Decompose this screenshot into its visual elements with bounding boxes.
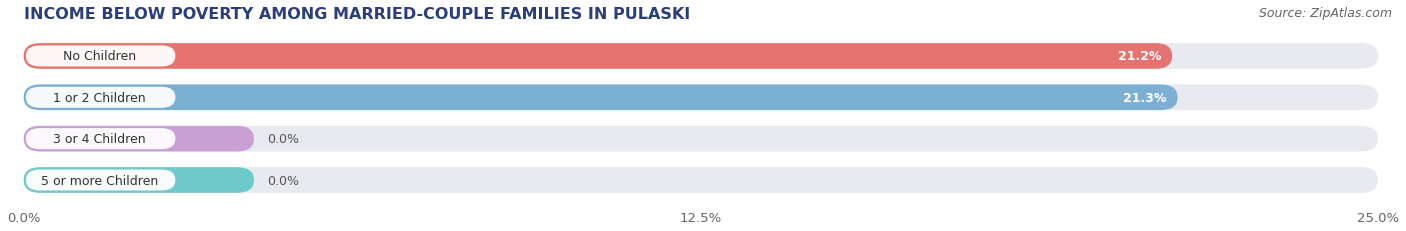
Text: 0.0%: 0.0% — [267, 133, 299, 146]
Text: 21.2%: 21.2% — [1118, 50, 1161, 63]
FancyBboxPatch shape — [24, 85, 1378, 111]
Text: No Children: No Children — [63, 50, 136, 63]
FancyBboxPatch shape — [24, 126, 1378, 152]
FancyBboxPatch shape — [25, 170, 176, 191]
Text: 3 or 4 Children: 3 or 4 Children — [53, 133, 146, 146]
FancyBboxPatch shape — [25, 129, 176, 149]
FancyBboxPatch shape — [24, 167, 1378, 193]
Text: 1 or 2 Children: 1 or 2 Children — [53, 91, 146, 104]
FancyBboxPatch shape — [24, 44, 1378, 70]
Text: 0.0%: 0.0% — [267, 174, 299, 187]
Text: 21.3%: 21.3% — [1123, 91, 1167, 104]
FancyBboxPatch shape — [25, 87, 176, 108]
FancyBboxPatch shape — [24, 167, 254, 193]
Text: INCOME BELOW POVERTY AMONG MARRIED-COUPLE FAMILIES IN PULASKI: INCOME BELOW POVERTY AMONG MARRIED-COUPL… — [24, 7, 690, 22]
FancyBboxPatch shape — [24, 44, 1173, 70]
FancyBboxPatch shape — [24, 85, 1178, 111]
Text: Source: ZipAtlas.com: Source: ZipAtlas.com — [1258, 7, 1392, 20]
Text: 5 or more Children: 5 or more Children — [41, 174, 157, 187]
FancyBboxPatch shape — [25, 46, 176, 67]
FancyBboxPatch shape — [24, 126, 254, 152]
